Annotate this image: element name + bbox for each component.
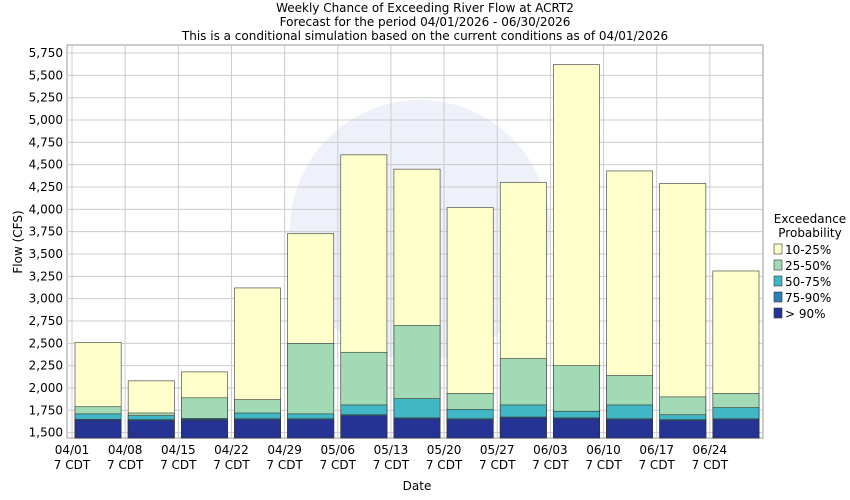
legend-label: 50-75%	[785, 275, 831, 289]
bar	[340, 415, 388, 439]
legend-swatch	[773, 259, 783, 271]
y-tick-label: 4,000	[29, 202, 63, 216]
x-tick-label: 06/17 7 CDT	[638, 443, 675, 472]
y-tick-label: 1,500	[29, 426, 63, 440]
y-tick-label: 5,500	[29, 68, 63, 82]
y-tick-label: 2,000	[29, 381, 63, 395]
bar	[659, 420, 707, 439]
bar	[446, 419, 494, 439]
bar	[234, 419, 281, 439]
y-tick-label: 3,750	[29, 225, 63, 239]
x-tick-label: 05/13 7 CDT	[372, 443, 410, 472]
y-tick-label: 5,250	[29, 91, 63, 105]
legend-swatch	[773, 291, 783, 303]
y-tick-label: 4,250	[29, 180, 63, 194]
y-tick-label: 3,500	[29, 247, 63, 261]
y-tick-label: 2,750	[29, 314, 63, 328]
y-tick-label: 2,250	[29, 359, 63, 373]
legend-swatch	[773, 243, 783, 255]
chart-subtitle: Forecast for the period 04/01/2026 - 06/…	[280, 15, 571, 29]
x-tick-label: 04/29 7 CDT	[266, 443, 303, 472]
y-tick-label: 4,750	[29, 135, 63, 149]
bar	[553, 418, 600, 439]
x-tick-label: 04/08 7 CDT	[106, 443, 144, 472]
bar	[181, 419, 228, 439]
bar	[393, 418, 441, 439]
x-tick-label: 06/03 7 CDT	[532, 443, 569, 472]
y-tick-label: 2,500	[29, 336, 63, 350]
bar	[499, 417, 547, 439]
bar	[659, 183, 707, 439]
bar	[127, 420, 175, 439]
legend-label: 25-50%	[785, 259, 831, 273]
x-tick-label: 06/24 7 CDT	[691, 443, 729, 472]
legend-swatch	[773, 307, 783, 319]
bar	[287, 419, 335, 439]
y-tick-label: 3,000	[29, 292, 63, 306]
chart-title: Weekly Chance of Exceeding River Flow at…	[276, 1, 574, 15]
x-axis-label: Date	[403, 479, 432, 493]
y-tick-label: 5,000	[29, 113, 63, 127]
x-tick-label: 05/27 7 CDT	[479, 443, 516, 472]
x-tick-label: 04/01 7 CDT	[53, 443, 91, 472]
legend-label: 10-25%	[785, 243, 831, 257]
bar	[712, 419, 760, 439]
x-tick-label: 05/06 7 CDT	[319, 443, 356, 472]
legend-label: 75-90%	[785, 291, 831, 305]
x-tick-label: 05/20 7 CDT	[425, 443, 463, 472]
bar	[74, 419, 122, 439]
y-tick-label: 3,250	[29, 269, 63, 283]
y-tick-label: 5,750	[29, 46, 63, 60]
y-axis-label: Flow (CFS)	[11, 210, 25, 273]
y-tick-label: 4,500	[29, 158, 63, 172]
legend-swatch	[773, 275, 783, 287]
x-tick-label: 04/22 7 CDT	[213, 443, 250, 472]
x-tick-label: 06/10 7 CDT	[585, 443, 622, 472]
legend-label: > 90%	[785, 307, 826, 321]
chart-subtitle: This is a conditional simulation based o…	[181, 29, 668, 43]
legend-title: Exceedance Probability	[773, 212, 847, 240]
bar	[606, 419, 653, 439]
x-tick-label: 04/15 7 CDT	[160, 443, 197, 472]
y-tick-label: 1,750	[29, 403, 63, 417]
